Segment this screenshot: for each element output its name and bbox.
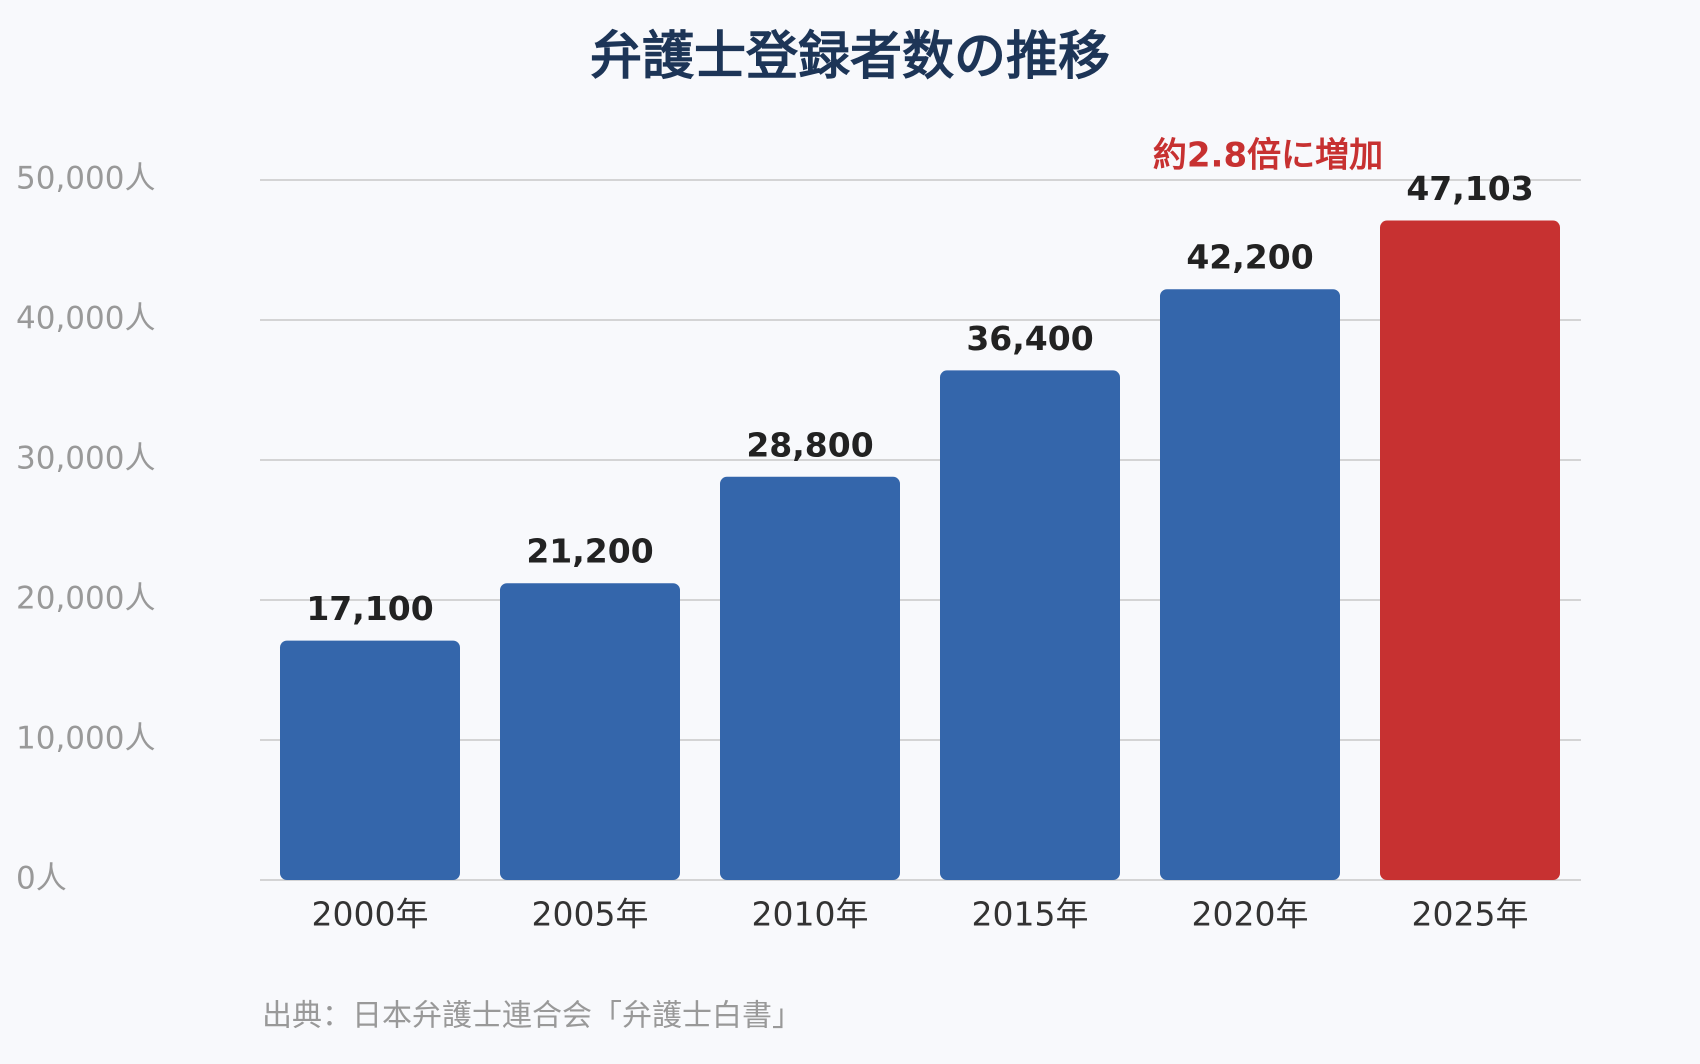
x-tick-label: 2015年 bbox=[972, 895, 1089, 934]
annotation: 約2.8倍に増加 bbox=[1153, 136, 1383, 176]
chart-title: 弁護士登録者数の推移 bbox=[590, 27, 1110, 87]
data-label: 47,103 bbox=[1406, 169, 1533, 208]
y-tick-label: 50,000人 bbox=[16, 161, 155, 197]
y-tick-label: 10,000人 bbox=[16, 721, 155, 757]
y-tick-label: 30,000人 bbox=[16, 441, 155, 477]
bar bbox=[1380, 220, 1560, 881]
bar bbox=[1160, 289, 1340, 880]
x-tick-label: 2025年 bbox=[1412, 895, 1529, 934]
x-tick-label: 2010年 bbox=[752, 895, 869, 934]
data-label: 21,200 bbox=[526, 532, 653, 571]
bar bbox=[280, 640, 460, 880]
bar bbox=[940, 370, 1120, 880]
y-tick-label: 0人 bbox=[16, 861, 67, 897]
x-tick-label: 2005年 bbox=[532, 895, 649, 934]
x-tick-label: 2000年 bbox=[312, 895, 429, 934]
bar bbox=[720, 476, 900, 880]
data-label: 36,400 bbox=[966, 319, 1093, 358]
y-tick-label: 20,000人 bbox=[16, 581, 155, 617]
data-label: 42,200 bbox=[1186, 238, 1313, 277]
x-tick-label: 2020年 bbox=[1192, 895, 1309, 934]
data-label: 17,100 bbox=[306, 589, 433, 628]
bar bbox=[500, 583, 680, 880]
data-label: 28,800 bbox=[746, 425, 873, 464]
y-tick-label: 40,000人 bbox=[16, 301, 155, 337]
source-note: 出典：日本弁護士連合会「弁護士白書」 bbox=[262, 999, 802, 1034]
